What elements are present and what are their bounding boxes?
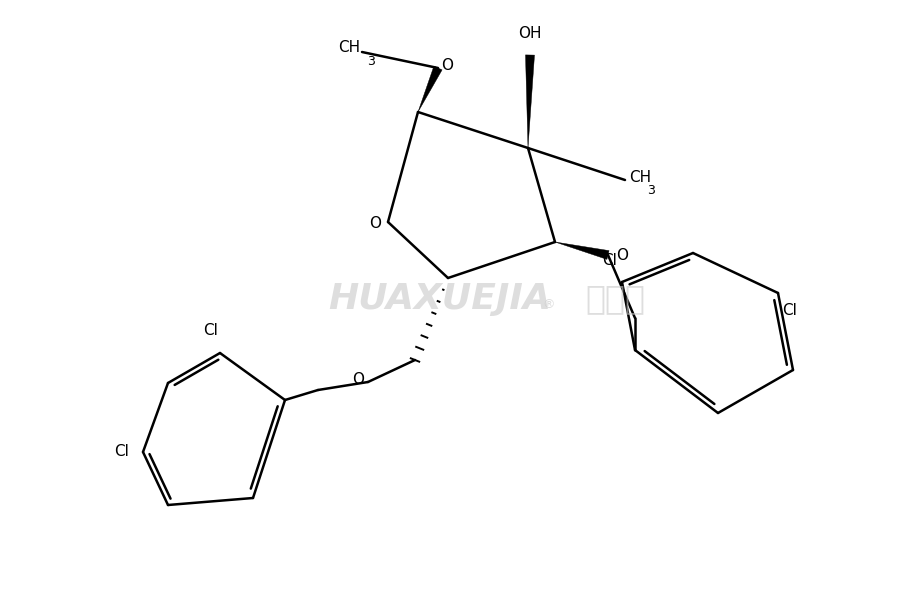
Polygon shape xyxy=(526,55,534,148)
Text: O: O xyxy=(352,373,364,388)
Polygon shape xyxy=(418,66,442,112)
Text: CH: CH xyxy=(338,41,360,56)
Text: O: O xyxy=(441,59,453,74)
Text: CH: CH xyxy=(629,171,651,186)
Text: Cl: Cl xyxy=(203,323,218,338)
Text: Cl: Cl xyxy=(603,253,617,268)
Text: ®: ® xyxy=(541,298,554,311)
Text: 3: 3 xyxy=(647,184,655,197)
Text: OH: OH xyxy=(519,26,541,41)
Text: O: O xyxy=(616,247,628,262)
Text: Cl: Cl xyxy=(114,444,129,459)
Text: HUAXUEJIA: HUAXUEJIA xyxy=(329,282,551,316)
Text: 3: 3 xyxy=(367,55,375,68)
Text: 化学加: 化学加 xyxy=(585,283,645,316)
Polygon shape xyxy=(555,242,609,259)
Text: Cl: Cl xyxy=(782,303,797,318)
Text: O: O xyxy=(369,216,381,231)
